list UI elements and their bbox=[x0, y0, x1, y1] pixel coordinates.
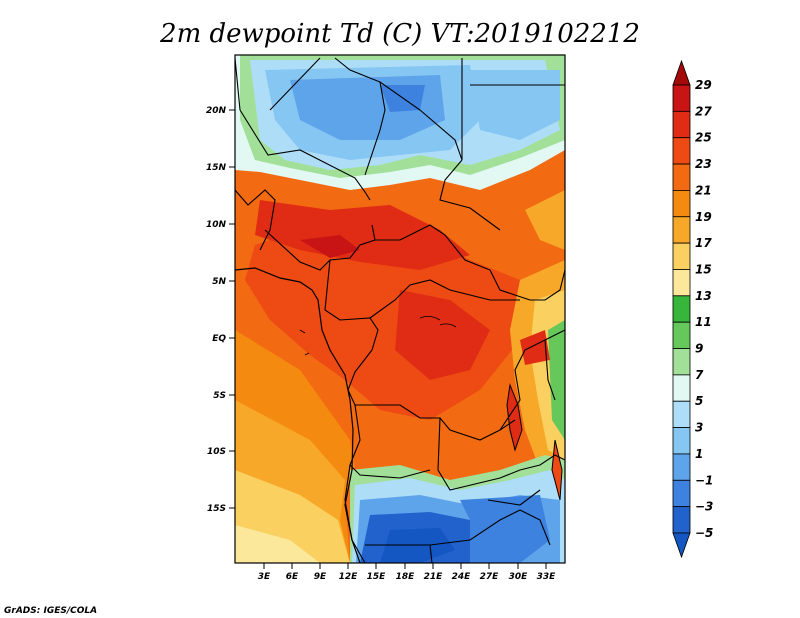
lat-label: 5S bbox=[213, 391, 226, 401]
lat-label: 10N bbox=[206, 220, 227, 230]
colorbar-label: −3 bbox=[695, 500, 713, 514]
colorbar-label: 19 bbox=[695, 210, 712, 224]
colorbar-label: 27 bbox=[695, 104, 712, 118]
colorbar-label: 1 bbox=[695, 447, 703, 461]
colorbar-swatch bbox=[672, 163, 691, 191]
map-frame bbox=[234, 54, 566, 564]
lat-label: 20N bbox=[206, 106, 227, 116]
colorbar-swatch bbox=[672, 427, 691, 455]
colorbar-swatch bbox=[672, 374, 691, 402]
colorbar-swatch bbox=[672, 84, 691, 112]
map-panel bbox=[235, 55, 565, 563]
lon-label: 15E bbox=[367, 572, 387, 582]
colorbar-swatch bbox=[672, 269, 691, 297]
colorbar-label: −5 bbox=[695, 526, 713, 540]
colorbar-swatch bbox=[672, 137, 691, 165]
coastline bbox=[235, 267, 361, 563]
colorbar-swatch bbox=[672, 506, 691, 534]
lon-label: 33E bbox=[537, 572, 557, 582]
lat-label: 15N bbox=[206, 163, 227, 173]
lon-label: 18E bbox=[396, 572, 416, 582]
latitude-axis: 20N 15N 10N 5N EQ 5S 10S 15S bbox=[206, 106, 235, 514]
colorbar-top-arrow bbox=[672, 59, 691, 86]
lon-label: 6E bbox=[286, 572, 299, 582]
lon-label: 3E bbox=[258, 572, 271, 582]
colorbar-label: 25 bbox=[695, 131, 712, 145]
colorbar-label: 13 bbox=[695, 289, 712, 303]
colorbar-swatch bbox=[672, 190, 691, 218]
lat-label: EQ bbox=[212, 334, 226, 344]
lon-label: 12E bbox=[339, 572, 359, 582]
colorbar-swatch bbox=[672, 216, 691, 244]
colorbar-swatch bbox=[672, 242, 691, 270]
colorbar-label: 9 bbox=[695, 342, 703, 356]
colorbar-label: 11 bbox=[695, 315, 712, 329]
colorbar-label: 3 bbox=[695, 421, 703, 435]
lon-label: 24E bbox=[452, 572, 472, 582]
lon-label: 9E bbox=[314, 572, 327, 582]
colorbar-label: 23 bbox=[695, 157, 712, 171]
colorbar-swatch bbox=[672, 453, 691, 481]
colorbar: 29 27 25 23 21 19 17 15 13 11 9 7 5 3 1 −1 −3 −5 bbox=[672, 59, 713, 559]
colorbar-label: 7 bbox=[695, 368, 704, 382]
colorbar-label: −1 bbox=[695, 473, 713, 487]
colorbar-bottom-arrow bbox=[672, 532, 691, 559]
colorbar-swatch bbox=[672, 400, 691, 428]
colorbar-swatch bbox=[672, 321, 691, 349]
lat-label: 10S bbox=[207, 447, 226, 457]
longitude-axis: 3E 6E 9E 12E 15E 18E 21E 24E 27E 30E 33E bbox=[258, 563, 556, 582]
credit-text: GrADS: IGES/COLA bbox=[4, 606, 97, 616]
colorbar-label: 17 bbox=[695, 236, 712, 250]
colorbar-label: 5 bbox=[695, 394, 703, 408]
colorbar-swatch bbox=[672, 348, 691, 376]
colorbar-swatch bbox=[672, 110, 691, 139]
colorbar-swatch bbox=[672, 295, 691, 323]
lon-label: 30E bbox=[509, 572, 529, 582]
map-title: 2m dewpoint Td (C) VT:2019102212 bbox=[159, 19, 640, 49]
colorbar-swatch bbox=[672, 479, 691, 508]
lat-label: 5N bbox=[212, 277, 226, 287]
lat-label: 15S bbox=[207, 504, 226, 514]
colorbar-label: 29 bbox=[695, 78, 712, 92]
colorbar-label: 21 bbox=[695, 183, 712, 197]
colorbar-label: 15 bbox=[695, 262, 712, 276]
lon-label: 21E bbox=[424, 572, 444, 582]
lon-label: 27E bbox=[480, 572, 500, 582]
